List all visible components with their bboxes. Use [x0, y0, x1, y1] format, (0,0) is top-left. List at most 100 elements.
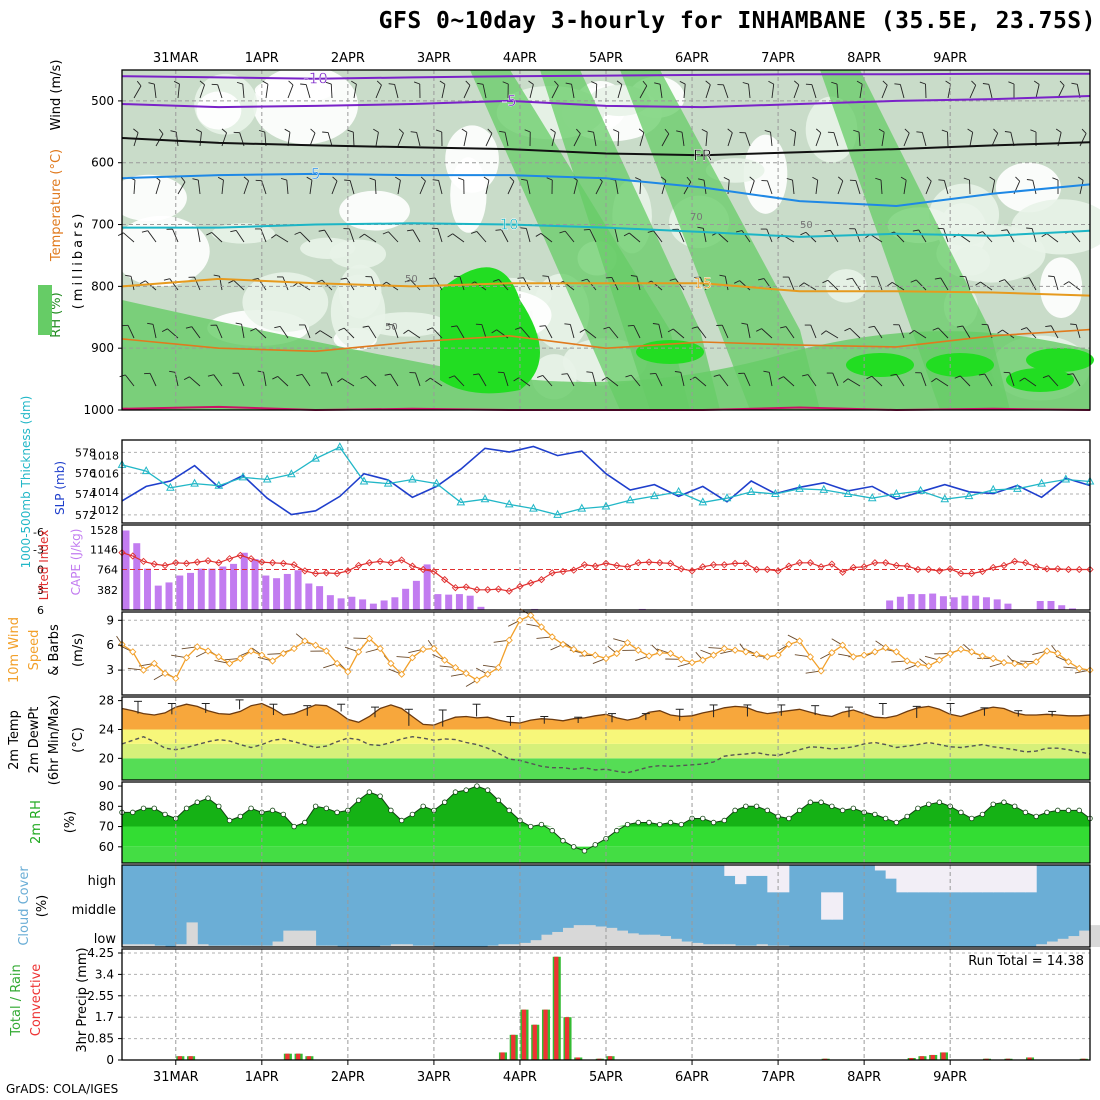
cloud-low-cell	[240, 945, 252, 947]
wind-tick-1: 6	[106, 638, 114, 652]
wind-speed-marker	[785, 640, 793, 649]
wind-speed-marker	[709, 651, 718, 659]
precip-convective-bar	[1027, 1057, 1032, 1060]
upper-wind-barb-flag	[591, 81, 597, 85]
rh2m-tick-2: 80	[99, 799, 114, 813]
rh2m-marker	[1044, 809, 1050, 816]
upper-wind-barb-flag	[185, 326, 192, 329]
upper-wind-barb	[152, 324, 157, 339]
rh2m-marker	[1012, 803, 1018, 809]
upper-wind-barb	[216, 324, 223, 339]
upper-wind-barb-flag	[395, 176, 401, 181]
upper-wind-barb	[591, 372, 597, 387]
isotherm-0	[121, 72, 1090, 80]
wind-speed-marker	[139, 666, 148, 674]
cloud-clear-cell	[971, 865, 983, 893]
upper-wind-barb-flag	[701, 128, 708, 133]
upper-wind-barb	[545, 325, 553, 339]
wind-speed-marker	[225, 659, 234, 668]
wind-speed-marker	[193, 643, 201, 651]
upper-wind-barb-flag	[426, 327, 433, 331]
lifted-index-marker	[946, 565, 954, 573]
wind-speed-marker	[688, 658, 696, 667]
wind-unit-label: (m/s)	[71, 633, 86, 667]
upper-wind-barb	[1010, 132, 1015, 147]
wind-speed-marker	[752, 650, 761, 658]
lifted-index-marker	[559, 567, 567, 576]
upper-wind-barb	[807, 374, 817, 387]
upper-wind-barb	[617, 84, 623, 99]
upper-wind-barb-flag	[941, 129, 948, 133]
thickness-marker	[456, 497, 466, 506]
cloud-level-low: low	[94, 932, 117, 947]
wind-speed-marker	[817, 667, 825, 675]
upper-wind-barb-flag	[257, 370, 264, 373]
upper-wind-barb	[991, 133, 999, 147]
upper-wind-barb	[261, 180, 267, 195]
lifted-index-marker	[570, 566, 578, 574]
wind-speed-marker	[1054, 649, 1062, 658]
upper-wind-barb-flag	[763, 370, 770, 373]
upper-wind-barb-flag	[169, 370, 176, 373]
thickness-marker	[480, 494, 490, 503]
upper-wind-barb-flag	[344, 179, 351, 181]
lifted-index-marker	[1075, 565, 1083, 574]
wind-speed-marker	[1064, 658, 1073, 666]
lifted-index-marker	[914, 565, 922, 574]
lifted-index-marker	[602, 559, 610, 568]
upper-wind-barb-flag	[900, 176, 907, 181]
wind-speed-axis-label: Speed	[27, 630, 42, 671]
isotherm-3	[121, 172, 1091, 208]
upper-wind-barb	[1079, 180, 1084, 195]
upper-wind-barb	[437, 228, 443, 243]
cloud-clear-cell	[874, 865, 887, 871]
wind-speed-marker	[871, 648, 879, 656]
upper-wind-barb	[277, 376, 289, 387]
upper-wind-barb	[847, 378, 861, 387]
cloud-low-cell	[1090, 925, 1100, 947]
top-date-label-7: 7APR	[761, 51, 795, 66]
upper-wind-barb-flag	[318, 229, 325, 232]
upper-wind-barb-flag	[495, 229, 502, 231]
rh2m-marker	[280, 811, 287, 818]
upper-wind-barb-flag	[517, 277, 524, 279]
upper-wind-barb-flag	[856, 80, 863, 85]
cape-bar	[230, 563, 238, 610]
upper-wind-barb-flag	[564, 323, 571, 325]
upper-wind-barb	[771, 84, 775, 99]
upper-wind-barb-flag	[491, 329, 497, 334]
upper-wind-barb	[349, 180, 355, 195]
lifted-index-marker	[193, 558, 201, 566]
cloud-low-cell	[498, 944, 510, 947]
upper-wind-barb-flag	[1023, 277, 1030, 280]
wind-speed-marker	[989, 654, 997, 663]
upper-wind-barb	[123, 232, 135, 243]
upper-wind-barb	[719, 374, 729, 387]
cloud-low-cell	[315, 945, 327, 947]
wind-speed-marker	[1011, 659, 1019, 668]
upper-wind-barb-flag	[660, 176, 667, 181]
upper-wind-barb	[569, 324, 575, 339]
rh-contour-label-1: 50	[385, 322, 398, 333]
thickness-marker	[650, 491, 659, 500]
upper-wind-barb	[478, 373, 487, 387]
upper-wind-barb-flag	[1077, 176, 1084, 181]
cape-axis-label: CAPE (J/kg)	[69, 529, 83, 596]
upper-wind-barb	[265, 84, 269, 99]
upper-wind-barb-flag	[878, 128, 885, 133]
upper-wind-barb	[213, 374, 223, 387]
upper-wind-barb	[415, 372, 421, 387]
cape-bar	[950, 597, 958, 610]
upper-wind-barb	[859, 84, 863, 99]
isotherm-label-4: 10	[500, 216, 519, 234]
upper-wind-barb	[694, 376, 707, 387]
upper-wind-barb-flag	[616, 80, 623, 85]
top-date-label-5: 5APR	[589, 51, 623, 66]
wind-speed-marker	[570, 645, 578, 653]
upper-wind-barb-flag	[756, 328, 762, 332]
cloud-low-cell	[283, 930, 295, 947]
rh-axis-label: RH (%)	[49, 292, 64, 337]
upper-wind-barb-flag	[413, 81, 420, 85]
upper-wind-barb	[305, 84, 311, 99]
